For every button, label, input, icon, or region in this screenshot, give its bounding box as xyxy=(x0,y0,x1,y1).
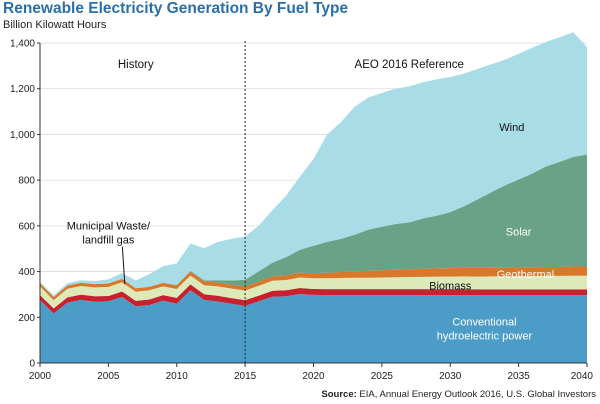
source-text: EIA, Annual Energy Outlook 2016, U.S. Gl… xyxy=(359,389,596,400)
region-label-1: AEO 2016 Reference xyxy=(355,59,464,71)
y-tick-label-800: 800 xyxy=(18,176,35,187)
series-label-5-line-0: Municipal Waste/ xyxy=(67,221,151,233)
y-tick-label-200: 200 xyxy=(18,313,35,324)
series-label-pointer-5 xyxy=(121,246,126,285)
region-label-0: History xyxy=(118,59,154,71)
y-tick-label-1200: 1,200 xyxy=(10,84,35,95)
y-tick-label-0: 0 xyxy=(29,359,35,370)
y-tick-label-400: 400 xyxy=(18,267,35,278)
y-tick-label-1000: 1,000 xyxy=(10,130,35,141)
series-label-1-line-0: Biomass xyxy=(429,280,472,292)
y-axis-label: Billion Kilowatt Hours xyxy=(3,19,107,31)
series-label-3-line-0: Solar xyxy=(506,227,532,239)
x-tick-labels: 2000 2005 2010 2015 2020 2025 2030 2035 2040 xyxy=(29,363,594,382)
x-tick-label-2020: 2020 xyxy=(302,371,325,382)
x-tick-label-2015: 2015 xyxy=(234,371,257,382)
x-tick-label-2035: 2035 xyxy=(508,371,531,382)
series-label-4-line-0: Wind xyxy=(499,122,524,134)
series-label-4: Wind xyxy=(499,122,524,134)
x-tick-label-2040: 2040 xyxy=(571,371,594,382)
series-label-3: Solar xyxy=(506,227,532,239)
area-municipal-waste-landfill-gas xyxy=(40,284,587,314)
x-tick-label-2025: 2025 xyxy=(371,371,394,382)
area-solar xyxy=(40,154,587,297)
source-note: Source: EIA, Annual Energy Outlook 2016,… xyxy=(321,389,596,400)
series-label-0-line-1: hydroelectric power xyxy=(437,331,533,343)
y-tick-label-1400: 1,400 xyxy=(10,39,35,50)
region-labels: History AEO 2016 Reference xyxy=(118,59,464,71)
source-label: Source: xyxy=(321,389,357,400)
area-series xyxy=(40,32,587,363)
area-biomass xyxy=(40,275,587,309)
x-tick-label-2030: 2030 xyxy=(439,371,462,382)
y-tick-labels: 0 200 400 600 800 1,000 1,200 1,400 xyxy=(10,39,40,370)
area-wind xyxy=(40,32,587,297)
x-tick-label-2000: 2000 xyxy=(29,371,52,382)
series-label-0-line-0: Conventional xyxy=(452,317,516,329)
series-labels: Conventional hydroelectric power Biomass Ge… xyxy=(67,122,555,343)
chart-title: Renewable Electricity Generation By Fuel… xyxy=(3,0,349,17)
series-label-2-line-0: Geothermal xyxy=(497,269,554,281)
y-tick-label-600: 600 xyxy=(18,221,35,232)
x-tick-label-2005: 2005 xyxy=(97,371,120,382)
series-label-0: Conventional hydroelectric power xyxy=(437,317,533,343)
series-label-5: Municipal Waste/landfill gas xyxy=(67,221,151,285)
series-label-1: Biomass xyxy=(429,280,472,292)
area-geothermal xyxy=(40,266,587,301)
series-label-5-line-1: landfill gas xyxy=(82,235,134,247)
area-conventional-hydroelectric-power xyxy=(40,290,587,363)
x-tick-label-2010: 2010 xyxy=(166,371,189,382)
series-label-2: Geothermal xyxy=(497,269,554,281)
